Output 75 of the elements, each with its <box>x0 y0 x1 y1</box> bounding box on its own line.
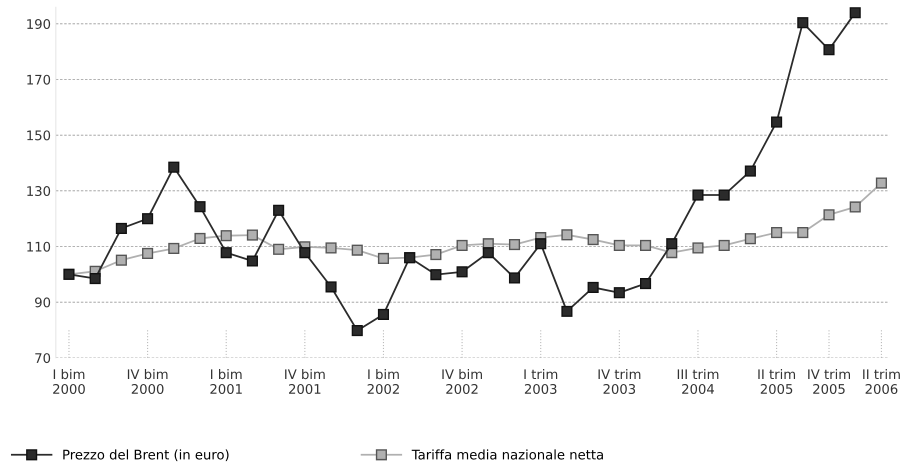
point <box>194 232 206 244</box>
point <box>508 272 520 284</box>
point <box>116 254 127 266</box>
x-tick-label: IV trim 2005 <box>808 368 850 394</box>
x-tick-label: II trim 2006 <box>863 368 900 394</box>
x-tick-label: IV bim 2002 <box>442 368 482 394</box>
point <box>823 44 835 56</box>
point <box>456 240 468 251</box>
y-tick-label: 130 <box>27 186 50 196</box>
point <box>194 201 206 212</box>
point <box>823 209 835 220</box>
x-tick-label: II trim 2005 <box>758 368 796 394</box>
point <box>876 177 887 189</box>
point <box>482 247 494 258</box>
point <box>430 269 442 280</box>
point <box>168 162 180 173</box>
point <box>744 233 756 244</box>
point <box>325 281 337 292</box>
point <box>378 308 390 320</box>
point <box>142 248 154 260</box>
point <box>588 282 599 293</box>
point <box>116 222 127 234</box>
point <box>561 306 572 317</box>
point <box>168 242 180 254</box>
point <box>640 240 652 251</box>
y-tick-label: 70 <box>35 353 50 364</box>
point <box>718 189 730 201</box>
point <box>614 240 625 251</box>
x-tick-label: IV bim 2001 <box>285 368 325 394</box>
point <box>797 17 808 28</box>
legend-label: Tariffa media nazionale netta <box>412 449 603 460</box>
point <box>508 239 520 250</box>
point <box>378 252 390 264</box>
point <box>430 249 442 260</box>
point <box>352 244 363 256</box>
y-tick-label: 190 <box>27 19 50 30</box>
x-tick-label: I bim 2001 <box>210 368 242 394</box>
point <box>325 242 337 254</box>
point <box>744 166 756 177</box>
point <box>299 247 310 258</box>
point <box>850 7 861 18</box>
point <box>771 227 782 238</box>
x-tick-label: IV trim 2003 <box>598 368 640 394</box>
point <box>640 278 652 290</box>
y-tick-label: 110 <box>27 242 50 252</box>
point <box>666 238 678 250</box>
x-tick-label: I bim 2000 <box>53 368 85 394</box>
point <box>771 116 782 128</box>
point <box>850 201 861 213</box>
point <box>692 189 704 201</box>
point <box>718 240 730 251</box>
legend-label: Prezzo del Brent (in euro) <box>63 449 229 462</box>
point <box>142 213 154 224</box>
point <box>246 230 258 241</box>
point <box>588 234 599 246</box>
point <box>535 238 546 250</box>
point <box>692 242 704 254</box>
point <box>246 255 258 267</box>
point <box>352 325 363 336</box>
point <box>220 230 232 242</box>
point <box>273 204 284 216</box>
point <box>220 247 232 258</box>
x-tick-label: IV bim 2000 <box>128 368 168 394</box>
x-tick-label: I trim 2003 <box>524 368 558 394</box>
y-tick-label: 90 <box>35 297 50 308</box>
y-tick-label: 170 <box>27 74 50 85</box>
point <box>614 287 625 298</box>
point <box>90 272 101 284</box>
point <box>273 244 284 255</box>
point <box>561 229 572 240</box>
x-tick-label: I bim 2002 <box>368 368 399 394</box>
x-tick-label: III trim 2004 <box>678 368 718 394</box>
point <box>456 266 468 278</box>
y-tick-label: 150 <box>27 130 50 140</box>
point <box>797 227 808 238</box>
